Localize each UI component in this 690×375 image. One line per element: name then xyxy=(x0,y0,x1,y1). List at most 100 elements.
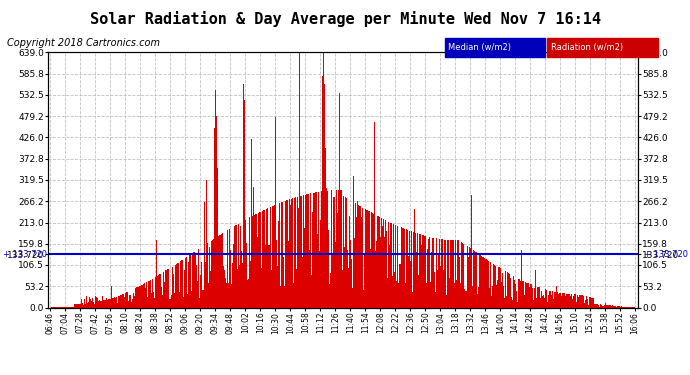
Bar xyxy=(302,195,304,308)
Bar xyxy=(337,190,339,308)
Bar xyxy=(160,274,161,308)
Bar xyxy=(411,231,412,308)
Bar xyxy=(104,300,106,307)
Bar xyxy=(315,192,316,308)
Bar xyxy=(564,297,566,307)
Bar xyxy=(439,239,440,308)
Bar xyxy=(193,252,195,308)
Text: + 133.720: + 133.720 xyxy=(644,250,688,259)
Bar xyxy=(122,294,123,307)
Bar xyxy=(387,278,388,308)
Bar xyxy=(130,296,131,307)
Bar xyxy=(485,259,486,308)
Bar xyxy=(412,292,413,308)
Bar xyxy=(580,295,581,307)
Bar xyxy=(100,301,101,307)
Bar xyxy=(397,226,398,308)
Bar xyxy=(512,300,513,307)
Bar xyxy=(521,250,522,308)
Bar xyxy=(579,295,580,307)
Bar xyxy=(456,279,457,308)
Bar xyxy=(162,295,164,307)
Bar xyxy=(359,206,360,308)
Bar xyxy=(527,283,529,308)
Bar xyxy=(172,274,174,308)
Bar xyxy=(443,270,444,308)
Bar xyxy=(92,298,93,307)
Bar xyxy=(280,286,281,308)
Bar xyxy=(615,306,616,308)
Bar xyxy=(61,307,62,308)
Bar xyxy=(516,291,517,308)
Bar xyxy=(429,237,431,308)
Bar xyxy=(600,304,602,307)
Bar xyxy=(471,195,472,308)
Bar xyxy=(335,190,337,308)
Bar xyxy=(198,249,199,308)
Bar xyxy=(500,282,502,308)
Bar xyxy=(354,238,355,308)
Bar xyxy=(568,294,569,308)
Bar xyxy=(475,252,476,308)
Bar xyxy=(176,264,177,308)
Bar xyxy=(183,297,184,307)
Bar xyxy=(583,296,584,307)
Bar xyxy=(382,226,383,308)
Bar xyxy=(68,307,70,308)
Text: Solar Radiation & Day Average per Minute Wed Nov 7 16:14: Solar Radiation & Day Average per Minute… xyxy=(90,11,600,27)
Bar xyxy=(502,286,504,308)
Bar xyxy=(179,292,180,308)
Bar xyxy=(106,300,108,307)
Bar xyxy=(413,232,414,308)
Bar xyxy=(321,191,322,308)
Bar xyxy=(538,287,539,308)
Bar xyxy=(535,298,537,307)
Bar xyxy=(464,288,466,308)
Bar xyxy=(278,221,279,308)
Bar xyxy=(223,266,224,308)
Bar xyxy=(545,290,546,308)
Bar xyxy=(444,240,445,308)
Bar xyxy=(402,228,404,308)
Bar xyxy=(290,205,291,308)
Bar xyxy=(379,217,380,308)
Bar xyxy=(264,210,266,308)
Bar xyxy=(420,234,421,308)
Bar xyxy=(593,298,594,307)
Bar xyxy=(445,240,446,308)
Bar xyxy=(214,128,215,308)
Bar xyxy=(101,301,102,307)
Bar xyxy=(466,246,468,308)
Bar xyxy=(578,297,579,307)
Bar xyxy=(476,252,477,308)
Bar xyxy=(139,286,141,308)
Text: Copyright 2018 Cartronics.com: Copyright 2018 Cartronics.com xyxy=(7,38,160,48)
Bar xyxy=(373,213,374,308)
Bar xyxy=(366,210,368,308)
Bar xyxy=(279,203,280,308)
Bar xyxy=(624,307,625,308)
Bar xyxy=(424,236,425,308)
Bar xyxy=(519,279,520,308)
Bar xyxy=(529,287,531,308)
Bar xyxy=(222,233,223,308)
Bar xyxy=(345,197,346,308)
Bar xyxy=(186,257,187,307)
Bar xyxy=(441,239,442,308)
Text: Median (w/m2): Median (w/m2) xyxy=(448,43,511,52)
Bar xyxy=(174,293,175,308)
Bar xyxy=(569,294,570,307)
Bar xyxy=(406,230,408,308)
Bar xyxy=(93,302,95,307)
Bar xyxy=(474,251,475,308)
Bar xyxy=(281,202,282,308)
Bar xyxy=(153,292,154,308)
Bar xyxy=(362,208,364,308)
Bar xyxy=(414,209,415,308)
Bar xyxy=(492,286,493,308)
Bar xyxy=(170,296,172,307)
Bar xyxy=(587,298,589,307)
Bar xyxy=(319,251,320,308)
Bar xyxy=(450,240,451,308)
Bar xyxy=(468,257,469,307)
